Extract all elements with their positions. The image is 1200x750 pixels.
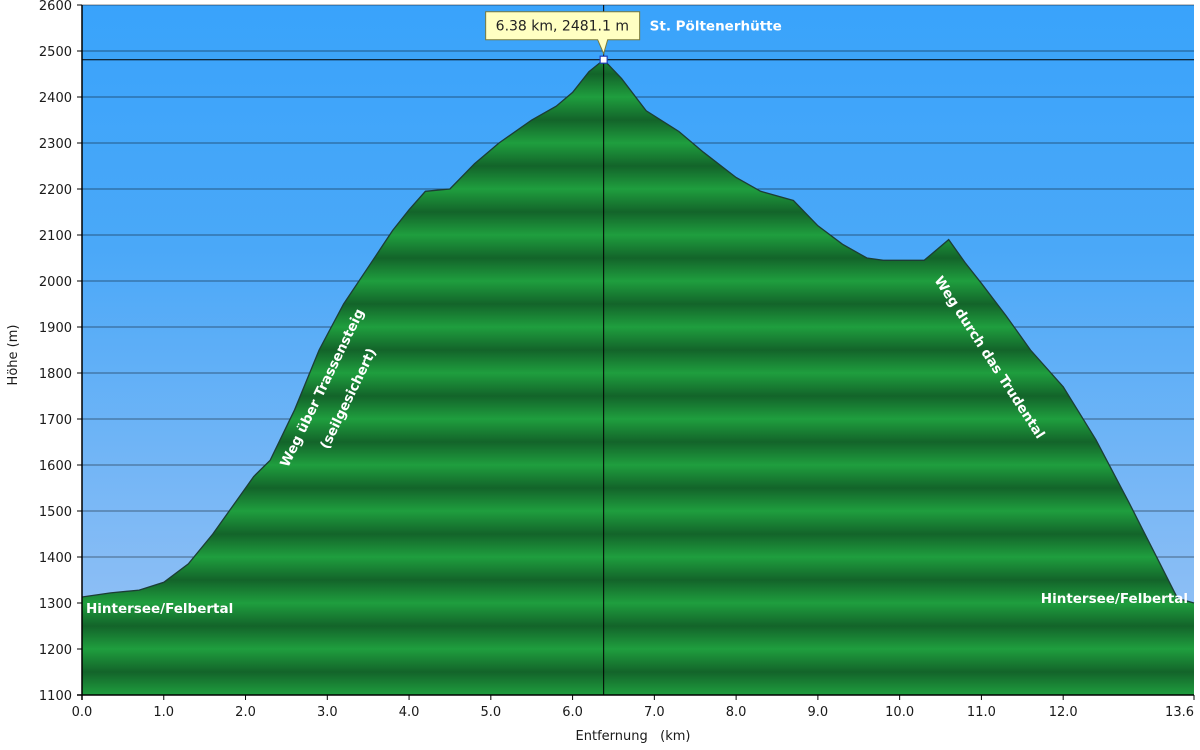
y-tick-label: 2400 <box>39 91 72 106</box>
y-tick-label: 2500 <box>39 45 72 60</box>
x-tick-label: 1.0 <box>153 705 174 720</box>
x-tick-label: 2.0 <box>235 705 256 720</box>
annotation-start: Hintersee/Felbertal <box>86 601 233 617</box>
y-tick-label: 1100 <box>39 689 72 704</box>
tooltip-label: 6.38 km, 2481.1 m <box>496 19 629 35</box>
y-tick-label: 2600 <box>39 0 72 14</box>
x-tick-label: 6.0 <box>562 705 583 720</box>
elevation-area <box>82 59 1194 695</box>
y-tick-label: 1700 <box>39 413 72 428</box>
y-tick-label: 1200 <box>39 643 72 658</box>
x-tick-label: 9.0 <box>808 705 829 720</box>
x-tick-label: 7.0 <box>644 705 665 720</box>
crosshair-marker <box>599 55 608 64</box>
y-tick-label: 1400 <box>39 551 72 566</box>
annotation-end: Hintersee/Felbertal <box>1041 591 1188 607</box>
y-tick-label: 1900 <box>39 321 72 336</box>
x-tick-label: 10.0 <box>885 705 914 720</box>
y-tick-label: 1800 <box>39 367 72 382</box>
x-tick-label: 12.0 <box>1049 705 1078 720</box>
x-tick-label: 13.6 <box>1165 705 1194 720</box>
elevation-outline <box>81 58 1195 604</box>
x-tick-label: 11.0 <box>967 705 996 720</box>
x-tick-label: 8.0 <box>726 705 747 720</box>
y-axis: 1100 1200 1300 1400 1500 1600 1700 1800 1900 2000… <box>39 0 82 704</box>
y-tick-label: 2100 <box>39 229 72 244</box>
y-tick-label: 1600 <box>39 459 72 474</box>
tooltip: 6.38 km, 2481.1 m <box>485 11 641 56</box>
y-tick-label: 2300 <box>39 137 72 152</box>
x-tick-label: 4.0 <box>399 705 420 720</box>
x-tick-label: 0.0 <box>72 705 93 720</box>
y-tick-label: 1300 <box>39 597 72 612</box>
y-tick-label: 2200 <box>39 183 72 198</box>
tooltip-box <box>485 11 641 56</box>
y-axis-title: Höhe (m) <box>6 325 21 386</box>
annotation-summit: St. Pöltenerhütte <box>650 19 782 35</box>
x-axis-title: Entfernung (km) <box>576 729 691 744</box>
y-tick-label: 2000 <box>39 275 72 290</box>
y-tick-label: 1500 <box>39 505 72 520</box>
x-axis: 0.0 1.0 2.0 3.0 4.0 5.0 6.0 7.0 8.0 9.0 10.0 11.0 12… <box>72 695 1195 720</box>
x-tick-label: 5.0 <box>480 705 501 720</box>
x-tick-label: 3.0 <box>317 705 338 720</box>
